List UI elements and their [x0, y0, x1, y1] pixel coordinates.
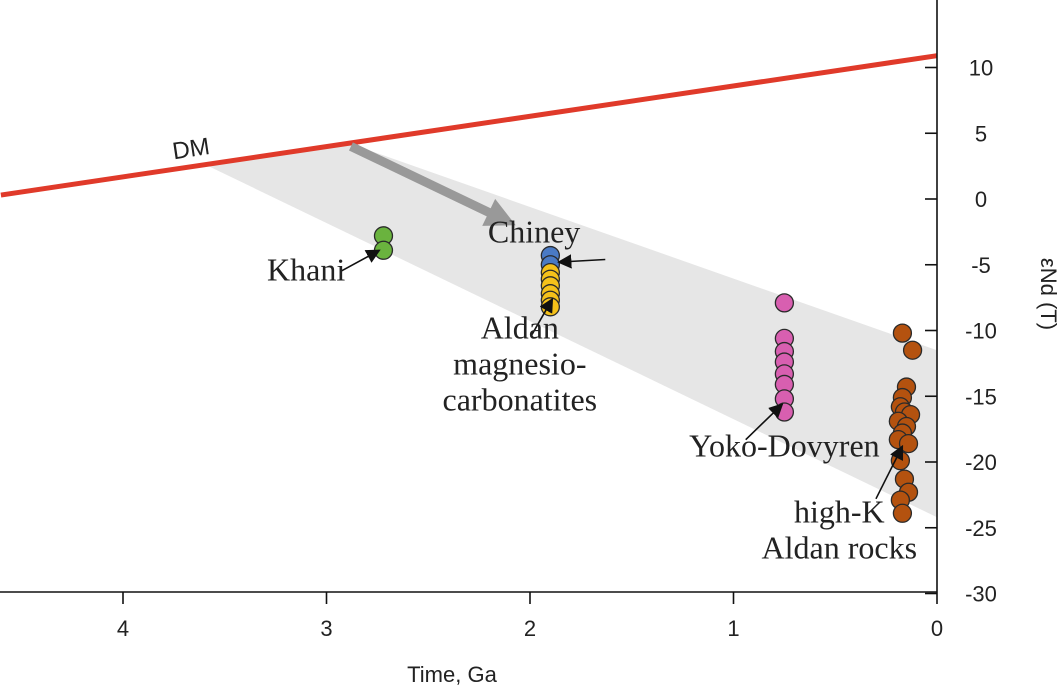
- dm-label: DM: [171, 133, 212, 165]
- group-label-line: Khani: [267, 252, 345, 288]
- data-point-high-k-aldan-rocks: [892, 503, 913, 523]
- pointer-arrow-chiney: [557, 254, 606, 269]
- x-tick-label: 3: [320, 616, 332, 641]
- y-tick-label: 10: [969, 56, 993, 81]
- x-tick-label: 2: [524, 616, 536, 641]
- trend-arrow-head: [482, 198, 516, 226]
- series-aldan-magnesio-carbonatites: [540, 262, 560, 317]
- data-point-high-k-aldan-rocks: [902, 340, 923, 360]
- y-tick-label: -30: [965, 582, 997, 607]
- x-tick-label: 1: [727, 616, 739, 641]
- data-point-khani: [373, 240, 394, 260]
- trend-arrow: [348, 142, 516, 226]
- group-label-khani: Khani: [267, 252, 345, 288]
- y-tick-label: 5: [975, 121, 987, 146]
- group-label-line: carbonatites: [443, 381, 598, 417]
- y-axis-title: εNd (T): [1036, 258, 1058, 330]
- data-point-high-k-aldan-rocks: [890, 451, 911, 471]
- y-tick-label: -5: [971, 253, 991, 278]
- dm-line: [0, 53, 938, 198]
- group-label-line: magnesio-: [453, 345, 586, 381]
- y-tick-label: -15: [965, 384, 997, 409]
- series-khani: [373, 226, 394, 260]
- group-label-high-k-aldan-rocks: high-K Aldan rocks: [762, 493, 918, 565]
- group-labels: Khani Chiney Aldan magnesio-carbonatites Yok…: [267, 213, 917, 565]
- pointer-arrow-khani: [340, 249, 381, 273]
- group-label-line: Chiney: [488, 213, 580, 249]
- y-tick-label: -20: [965, 450, 997, 475]
- group-label-yoko-dovyren: Yoko-Dovyren: [689, 428, 880, 464]
- pointer-arrow-yoko-dovyren: [745, 403, 784, 441]
- data-point-high-k-aldan-rocks: [892, 323, 913, 343]
- y-tick-label: -25: [965, 516, 997, 541]
- y-tick-label: 0: [975, 187, 987, 212]
- trend-arrow-shaft: [348, 142, 493, 218]
- group-label-aldan-magnesio-carbonatites: Aldan magnesio-carbonatites: [443, 309, 598, 417]
- group-label-line: high-K: [794, 493, 885, 529]
- y-tick-label: -10: [965, 319, 997, 344]
- pointer-arrow-high-k-aldan-rocks: [875, 444, 904, 500]
- group-label-line: Aldan rocks: [762, 529, 918, 565]
- x-ticks: 4 3 2 1 0: [117, 592, 943, 641]
- series-high-k-aldan-rocks: [888, 323, 923, 523]
- data-point-yoko-dovyren: [774, 293, 795, 313]
- x-tick-label: 4: [117, 616, 129, 641]
- group-label-line: Aldan: [481, 309, 559, 345]
- group-label-chiney: Chiney: [488, 213, 580, 249]
- y-ticks: 10 5 0 -5 -10 -15 -20 -25 -30: [925, 56, 997, 607]
- x-tick-label: 0: [931, 616, 943, 641]
- x-axis-title: Time, Ga: [407, 662, 497, 687]
- pointer-arrow-aldan-magnesio-carbonatites: [531, 297, 554, 335]
- data-point-high-k-aldan-rocks: [898, 433, 919, 454]
- group-label-line: Yoko-Dovyren: [689, 428, 880, 464]
- data-point-yoko-dovyren: [774, 402, 795, 422]
